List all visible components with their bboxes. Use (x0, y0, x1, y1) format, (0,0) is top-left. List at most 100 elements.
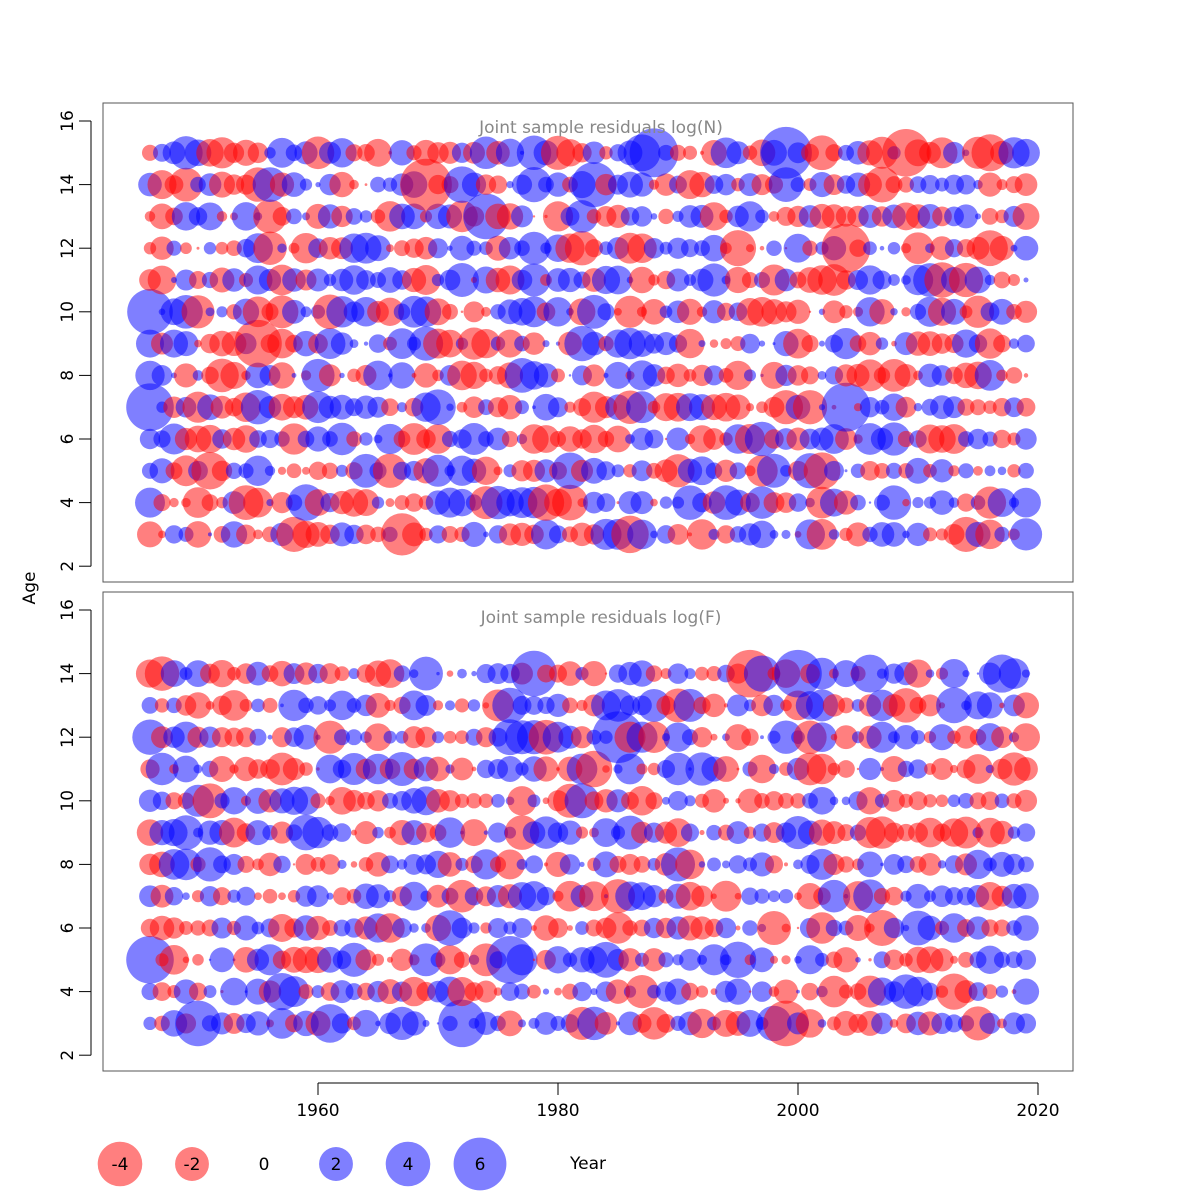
residual-bubble (126, 383, 174, 431)
residual-bubble (449, 235, 475, 261)
x-tick-label: 2020 (1016, 1101, 1059, 1121)
residual-bubble (841, 796, 851, 806)
residual-bubble (854, 359, 886, 392)
residual-bubble (571, 162, 617, 208)
residual-bubble (318, 364, 342, 387)
residual-bubble (856, 767, 860, 771)
residual-bubble (897, 855, 915, 874)
residual-bubble (1023, 277, 1029, 283)
residual-bubble (801, 982, 819, 1001)
x-axis: 1960 1980 2000 2020 (296, 1082, 1060, 1121)
residual-bubble (582, 141, 606, 165)
residual-bubble (356, 270, 376, 290)
residual-bubble (126, 936, 174, 984)
residual-bubble (874, 462, 890, 479)
residual-bubble (796, 926, 800, 930)
residual-bubble (837, 760, 855, 778)
residual-bubble (557, 661, 583, 686)
residual-bubble (346, 729, 362, 746)
residual-bubble (644, 429, 664, 449)
panel-title: Joint sample residuals log(N) (478, 118, 723, 138)
residual-bubble (481, 306, 491, 317)
residual-bubble (223, 853, 245, 875)
residual-bubble (756, 910, 792, 946)
residual-bubble (141, 697, 159, 714)
residual-bubble (720, 338, 732, 350)
residual-bubble (466, 240, 482, 256)
residual-bubble (329, 171, 355, 198)
residual-bubble (948, 497, 960, 508)
residual-bubble (442, 303, 458, 320)
residual-bubble (774, 268, 798, 292)
residual-bubble (483, 830, 489, 835)
residual-bubble (795, 1009, 825, 1038)
residual-bubble (658, 144, 674, 161)
residual-bubble (967, 428, 989, 450)
residual-bubble (453, 951, 471, 968)
residual-bubble (838, 984, 854, 999)
y-axis-label: Age (20, 572, 40, 605)
residual-bubble (633, 856, 651, 873)
x-tick-label: 1980 (536, 1101, 579, 1121)
residual-bubble (699, 830, 705, 836)
residual-bubble (630, 491, 654, 515)
residual-bubble (209, 947, 235, 973)
residual-bubble (164, 887, 184, 906)
residual-bubble (371, 953, 385, 966)
residual-bubble (764, 791, 784, 811)
residual-bubble (818, 975, 850, 1008)
residual-bubble (491, 794, 505, 808)
residual-bubble (871, 1012, 893, 1035)
residual-bubble (923, 794, 937, 808)
residual-bubble (939, 424, 969, 454)
residual-bubble (1012, 978, 1040, 1005)
residual-bubble (515, 400, 529, 415)
residual-bubble (184, 521, 212, 548)
residual-bubble (581, 660, 607, 687)
residual-bubble (220, 361, 248, 389)
residual-bubble (168, 815, 204, 850)
residual-bubble (308, 696, 328, 715)
residual-bubble (682, 145, 698, 160)
residual-bubble (807, 722, 837, 753)
residual-bubble (239, 699, 253, 712)
residual-bubble (467, 699, 481, 712)
residual-bubble (171, 277, 177, 283)
residual-bubble (577, 294, 611, 329)
residual-bubble (925, 669, 935, 678)
y-tick-label: 14 (58, 663, 78, 685)
residual-bubble (613, 295, 647, 328)
residual-bubble (856, 787, 884, 815)
residual-bubble (149, 458, 175, 484)
residual-bubble (889, 1019, 899, 1028)
residual-bubble (428, 174, 448, 195)
residual-bubble (641, 298, 667, 325)
residual-bubble (158, 530, 166, 539)
residual-bubble (833, 947, 859, 973)
y-tick-label: 6 (58, 434, 78, 445)
legend-bubble (97, 1141, 143, 1187)
residual-bubble (736, 1009, 764, 1037)
residual-bubble (272, 207, 292, 226)
residual-bubble (474, 1011, 498, 1036)
residual-bubble (877, 422, 911, 456)
residual-bubble (181, 295, 215, 329)
residual-bubble (796, 989, 800, 994)
residual-bubble (507, 786, 537, 816)
residual-bubble (299, 178, 313, 191)
y-tick-label: 2 (58, 1050, 78, 1061)
residual-bubble (801, 366, 819, 385)
residual-bubble (488, 175, 508, 194)
residual-bubble (627, 786, 657, 816)
residual-bubble (286, 463, 302, 479)
residual-bubble (517, 263, 551, 297)
residual-bubble (860, 461, 880, 481)
residual-bubble (364, 183, 368, 186)
residual-bubble (844, 914, 872, 942)
residual-bubble (554, 987, 562, 996)
residual-bubble (254, 892, 262, 901)
residual-bubble (370, 176, 386, 193)
residual-bubble (781, 529, 791, 539)
residual-bubble (619, 853, 641, 875)
residual-bubble (434, 817, 466, 848)
